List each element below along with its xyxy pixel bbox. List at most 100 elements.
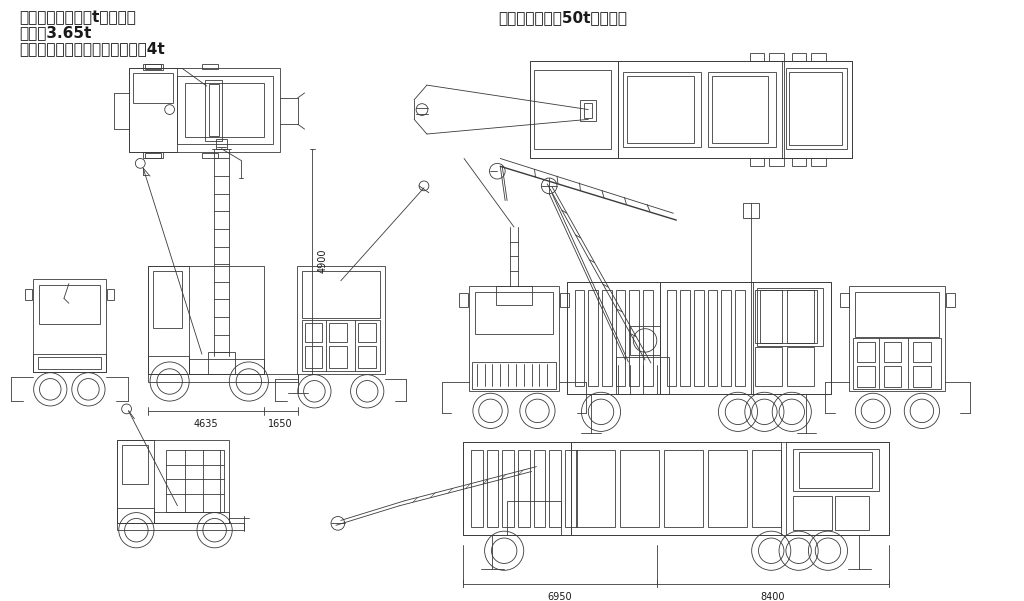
Bar: [835, 496, 869, 530]
Bar: [751, 282, 830, 394]
Bar: [507, 501, 561, 535]
Bar: [117, 523, 244, 530]
Bar: [459, 293, 468, 307]
Bar: [721, 290, 731, 386]
Bar: [694, 290, 703, 386]
Bar: [575, 450, 614, 527]
Bar: [617, 61, 784, 159]
Bar: [39, 285, 100, 324]
Bar: [850, 285, 945, 391]
Bar: [742, 204, 759, 218]
Bar: [145, 153, 161, 159]
Bar: [518, 450, 529, 527]
Bar: [855, 291, 939, 337]
Bar: [755, 290, 782, 343]
Bar: [566, 282, 830, 394]
Bar: [628, 76, 694, 143]
Bar: [38, 357, 101, 369]
Bar: [535, 70, 610, 148]
Bar: [782, 61, 852, 159]
Bar: [667, 290, 676, 386]
Bar: [913, 366, 931, 388]
Bar: [205, 80, 222, 141]
Text: 小型レッカー　２tレッカー: 小型レッカー ２tレッカー: [19, 10, 136, 25]
Text: 1650: 1650: [268, 419, 293, 429]
Text: リフッ3.65t: リフッ3.65t: [19, 25, 91, 40]
Text: 8400: 8400: [761, 592, 785, 601]
Bar: [574, 290, 585, 386]
Bar: [735, 290, 744, 386]
Bar: [329, 346, 347, 368]
Bar: [857, 366, 874, 388]
Bar: [786, 347, 814, 386]
Bar: [560, 293, 568, 307]
Text: 4900: 4900: [317, 249, 328, 273]
Bar: [108, 288, 114, 300]
Bar: [631, 326, 659, 355]
Bar: [680, 290, 690, 386]
Bar: [534, 450, 545, 527]
Bar: [799, 452, 872, 488]
Bar: [946, 293, 955, 307]
Bar: [785, 442, 889, 535]
Bar: [497, 285, 531, 305]
Text: 6950: 6950: [548, 592, 572, 601]
Bar: [129, 69, 281, 151]
Bar: [302, 320, 380, 371]
Bar: [145, 64, 161, 70]
Bar: [297, 266, 385, 374]
Bar: [757, 288, 823, 346]
Bar: [769, 53, 784, 61]
Bar: [581, 100, 596, 121]
Bar: [358, 346, 376, 368]
Bar: [793, 496, 831, 530]
Bar: [304, 323, 323, 343]
Bar: [750, 53, 764, 61]
Bar: [185, 83, 263, 137]
Bar: [117, 508, 154, 523]
Bar: [623, 72, 700, 147]
Bar: [811, 159, 826, 166]
Bar: [769, 159, 784, 166]
Bar: [475, 291, 553, 334]
Bar: [853, 338, 941, 389]
Bar: [630, 290, 639, 386]
Bar: [153, 271, 182, 328]
Bar: [33, 354, 106, 372]
Bar: [785, 69, 847, 148]
Bar: [884, 343, 901, 362]
Bar: [143, 151, 163, 159]
Bar: [712, 76, 768, 143]
Text: 大型レッカー　50tレッカー: 大型レッカー 50tレッカー: [499, 10, 628, 25]
Bar: [154, 511, 229, 523]
Bar: [189, 359, 263, 374]
Bar: [643, 290, 653, 386]
Bar: [122, 445, 148, 484]
Bar: [117, 440, 154, 523]
Bar: [792, 159, 807, 166]
Bar: [469, 285, 559, 391]
Bar: [216, 139, 227, 148]
Bar: [529, 61, 852, 159]
Bar: [177, 76, 273, 144]
Bar: [463, 442, 889, 535]
Bar: [33, 279, 106, 372]
Bar: [148, 266, 263, 374]
Bar: [565, 450, 577, 527]
Bar: [148, 266, 189, 374]
Bar: [143, 64, 163, 70]
Bar: [529, 61, 617, 159]
Bar: [148, 356, 189, 374]
Bar: [761, 290, 817, 343]
Bar: [786, 290, 814, 343]
Text: 4635: 4635: [194, 419, 218, 429]
Bar: [358, 323, 376, 343]
Bar: [755, 347, 782, 386]
Bar: [884, 366, 901, 388]
Bar: [708, 290, 718, 386]
Bar: [304, 346, 323, 368]
Bar: [793, 449, 879, 491]
Bar: [202, 64, 217, 70]
Bar: [615, 357, 670, 394]
Bar: [208, 352, 236, 374]
